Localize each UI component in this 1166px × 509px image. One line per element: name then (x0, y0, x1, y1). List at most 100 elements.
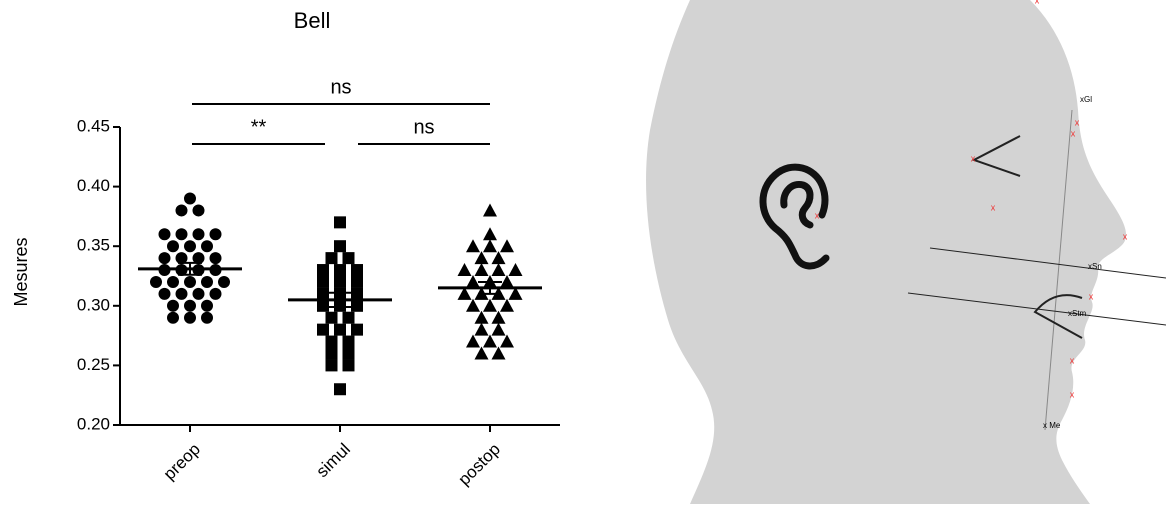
data-point (483, 239, 497, 253)
data-point (491, 322, 506, 336)
data-point (150, 275, 162, 288)
data-point (325, 311, 338, 324)
data-point (184, 240, 196, 253)
data-point (474, 322, 489, 336)
error-bar (478, 280, 502, 295)
data-point (491, 263, 506, 277)
head-illustration: xxx xxx xxx x xGl xSn xStm x Me (646, 0, 1166, 504)
svg-text:x: x (1089, 291, 1094, 301)
data-point (474, 251, 489, 265)
data-point (192, 287, 205, 300)
significance-label: ** (251, 116, 267, 138)
data-point (466, 334, 480, 348)
data-point (342, 252, 355, 265)
y-tick-label: 0.25 (77, 355, 110, 374)
data-point (184, 299, 196, 312)
data-point (483, 203, 497, 217)
svg-text:x: x (1035, 0, 1040, 5)
data-point (500, 274, 514, 288)
data-point (175, 228, 188, 241)
svg-text:x: x (971, 153, 976, 163)
data-point (483, 298, 497, 312)
svg-text:x: x (1070, 355, 1075, 365)
data-point (201, 275, 213, 288)
head-silhouette (646, 0, 1127, 504)
error-bar (178, 261, 202, 276)
y-tick-label: 0.35 (77, 236, 110, 255)
landmark-name: Stm (1072, 309, 1087, 318)
data-point (491, 251, 506, 265)
landmark-label: xSn (1088, 262, 1102, 271)
data-point (158, 252, 171, 265)
svg-text:x: x (1070, 389, 1075, 399)
data-point (457, 286, 472, 300)
data-point (342, 335, 355, 348)
data-point (491, 310, 506, 324)
landmark-label: xStm (1068, 309, 1087, 318)
y-tick-label: 0.30 (77, 295, 110, 314)
data-point (466, 298, 480, 312)
data-point (192, 204, 205, 217)
svg-text:x: x (815, 210, 820, 220)
data-point (317, 287, 329, 300)
data-point (334, 383, 346, 396)
chart-title: Bell (294, 8, 331, 33)
landmark-marks: xxx xxx xxx x (815, 0, 1128, 399)
svg-text:x: x (991, 202, 996, 212)
data-point (334, 323, 346, 336)
data-point (466, 274, 480, 288)
data-point (325, 252, 338, 265)
data-point (325, 335, 338, 348)
svg-text:x: x (1075, 117, 1080, 127)
data-point (209, 252, 222, 265)
data-point (317, 264, 329, 277)
data-point (351, 287, 363, 300)
data-point (334, 216, 346, 229)
data-point (175, 287, 188, 300)
data-point (474, 263, 489, 277)
data-point (209, 287, 222, 300)
data-point (500, 334, 514, 348)
data-point (317, 275, 329, 288)
data-point (209, 228, 222, 241)
x-tick-label: simul (313, 440, 354, 481)
landmark-name: Gl (1084, 95, 1092, 104)
data-point (201, 299, 213, 312)
landmark-label: x Me (1043, 421, 1061, 430)
data-point (508, 286, 523, 300)
data-point (508, 263, 523, 277)
data-point (175, 204, 188, 217)
data-point (158, 228, 171, 241)
data-point (325, 359, 338, 372)
data-point (342, 347, 355, 360)
data-point (175, 252, 188, 265)
svg-text:x: x (1123, 231, 1128, 241)
data-point (483, 334, 497, 348)
svg-text:x: x (1071, 128, 1076, 138)
data-point (500, 239, 514, 253)
data-point (167, 275, 179, 288)
y-axis-label: Mesures (11, 237, 31, 306)
data-point (351, 299, 363, 312)
data-point (491, 346, 506, 360)
x-tick-label: postop (454, 440, 504, 490)
landmark-name: Me (1049, 421, 1061, 430)
data-point (317, 299, 329, 312)
data-point (351, 275, 363, 288)
data-point (457, 263, 472, 277)
data-point (351, 264, 363, 277)
data-point (334, 240, 346, 253)
data-point (192, 252, 205, 265)
data-point (167, 311, 179, 324)
ear-icon (759, 163, 830, 270)
landmark-label: xGl (1080, 95, 1092, 104)
data-point (351, 323, 363, 336)
error-bar (328, 291, 352, 308)
data-point (167, 299, 179, 312)
data-point (334, 275, 346, 288)
data-point (342, 311, 355, 324)
data-point (201, 240, 213, 253)
data-point (474, 310, 489, 324)
data-point (466, 239, 480, 253)
